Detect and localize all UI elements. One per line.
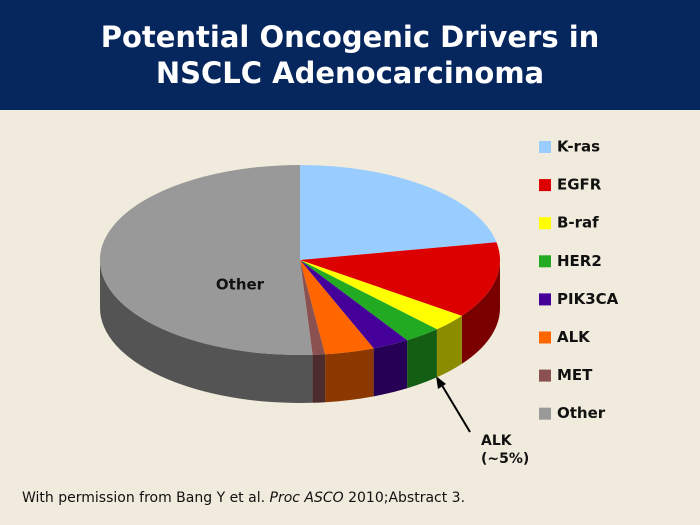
legend-label: HER2: [557, 252, 602, 270]
pie-slice: [300, 260, 462, 330]
pie-slice: [300, 260, 408, 349]
footnote-text: With permission from Bang Y et al.: [22, 490, 270, 506]
pie-slice-side: [100, 260, 313, 403]
footnote-text: 2010;Abstract 3.: [343, 490, 466, 506]
legend-label: PIK3CA: [557, 290, 619, 308]
legend-swatch: [539, 141, 551, 153]
pie-slice: [300, 260, 437, 341]
pie-slice-side: [461, 260, 500, 364]
footnote: With permission from Bang Y et al. Proc …: [22, 490, 465, 506]
pie-slice-side: [373, 340, 408, 397]
slice-label: Other: [216, 276, 265, 294]
pie-slice-side: [407, 329, 437, 389]
footnote-journal: Proc ASCO: [269, 490, 344, 506]
pie-slice: [300, 260, 326, 355]
pie-slice: [300, 260, 374, 355]
pie-slice-side: [325, 348, 374, 403]
legend-swatch: [539, 293, 551, 306]
legend-label: EGFR: [557, 176, 602, 194]
legend-swatch: [539, 369, 551, 382]
pie-slice-side: [436, 315, 462, 378]
legend-swatch: [539, 217, 551, 230]
pie-slice: [300, 242, 501, 316]
title-banner: Potential Oncogenic Drivers in NSCLC Ade…: [0, 0, 700, 110]
legend-label: B-raf: [557, 214, 599, 232]
pie-slice-side: [312, 354, 326, 403]
arrow-head: [436, 376, 446, 389]
pie-slice: [99, 164, 313, 355]
legend-swatch: [539, 255, 551, 268]
legend-label: ALK: [557, 328, 591, 346]
pie-slice: [300, 165, 497, 260]
legend-swatch: [539, 407, 551, 420]
legend-swatch: [539, 179, 551, 192]
legend-label: K-ras: [557, 138, 600, 156]
annotation: ALK (~5%): [481, 433, 530, 467]
legend-label: MET: [557, 366, 593, 384]
legend-swatch: [539, 331, 551, 344]
chart-title: Potential Oncogenic Drivers in NSCLC Ade…: [100, 20, 600, 90]
legend-label: Other: [557, 404, 606, 422]
annotation-arrow: [439, 381, 471, 433]
